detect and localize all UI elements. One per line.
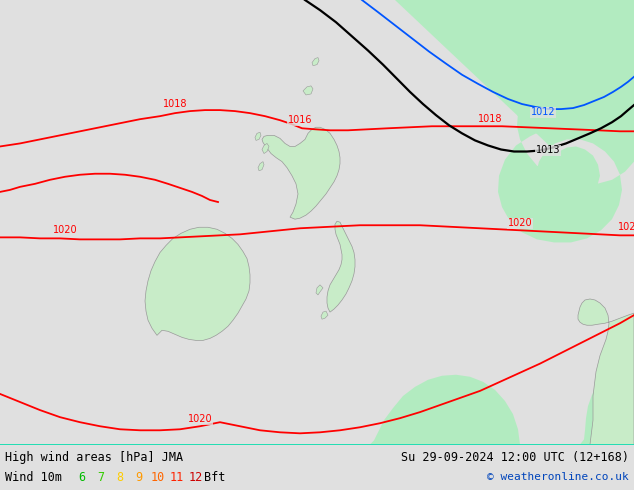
Text: © weatheronline.co.uk: © weatheronline.co.uk <box>488 472 629 482</box>
Polygon shape <box>262 144 269 153</box>
Polygon shape <box>327 221 355 312</box>
Text: Bft: Bft <box>204 470 226 484</box>
Text: 7: 7 <box>98 470 105 484</box>
Text: 1016: 1016 <box>288 115 313 125</box>
Polygon shape <box>321 311 328 319</box>
Polygon shape <box>303 86 313 95</box>
Text: 9: 9 <box>136 470 143 484</box>
Polygon shape <box>395 0 634 243</box>
Polygon shape <box>262 127 340 219</box>
Text: 1020: 1020 <box>53 225 77 235</box>
Text: 11: 11 <box>170 470 184 484</box>
Text: 6: 6 <box>79 470 86 484</box>
Text: 1020: 1020 <box>508 218 533 228</box>
Text: 12: 12 <box>189 470 203 484</box>
Polygon shape <box>580 353 634 444</box>
Polygon shape <box>316 285 323 295</box>
Text: 1020: 1020 <box>188 414 212 424</box>
Text: 1018: 1018 <box>163 99 187 109</box>
Polygon shape <box>578 299 634 444</box>
Text: High wind areas [hPa] JMA: High wind areas [hPa] JMA <box>5 451 183 464</box>
Text: 102: 102 <box>618 222 634 232</box>
Text: 8: 8 <box>117 470 124 484</box>
Polygon shape <box>258 162 264 171</box>
Text: Su 29-09-2024 12:00 UTC (12+168): Su 29-09-2024 12:00 UTC (12+168) <box>401 451 629 464</box>
Polygon shape <box>370 375 520 444</box>
Polygon shape <box>312 57 319 66</box>
Text: 1012: 1012 <box>531 107 555 117</box>
Polygon shape <box>145 227 250 341</box>
Text: 1013: 1013 <box>536 146 560 155</box>
Text: 10: 10 <box>151 470 165 484</box>
Text: Wind 10m: Wind 10m <box>5 470 62 484</box>
Polygon shape <box>255 132 261 141</box>
Text: 1018: 1018 <box>478 114 502 124</box>
